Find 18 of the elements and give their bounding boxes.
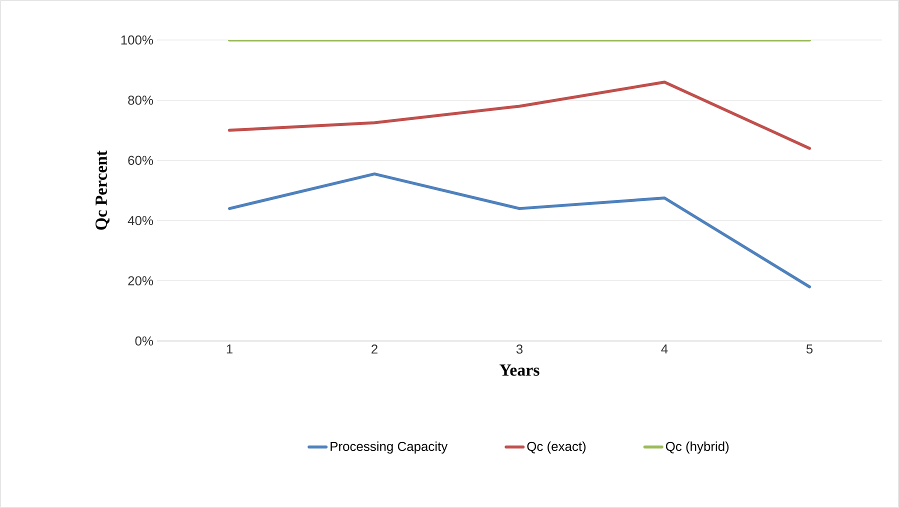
x-tick-label: 4 <box>661 344 668 354</box>
x-tick-label: 1 <box>226 344 232 354</box>
y-tick-label: 60% <box>128 156 154 165</box>
y-tick-label: 40% <box>128 216 154 226</box>
legend-label: Processing Capacity <box>330 442 448 454</box>
y-tick-label: 20% <box>128 276 154 286</box>
x-tick-label: 3 <box>516 344 523 354</box>
x-tick-label: 5 <box>806 344 813 354</box>
y-tick-label: 100% <box>121 35 154 45</box>
line-series <box>228 172 811 288</box>
legend-label: Qc (hybrid) <box>666 442 729 454</box>
line-series <box>228 80 811 150</box>
legend-label: Qc (exact) <box>527 442 586 454</box>
x-axis-title: Years <box>500 364 540 376</box>
y-axis-title: Qc Percent <box>96 150 110 230</box>
y-tick-label: 80% <box>128 96 154 105</box>
x-tick-label: 2 <box>372 344 378 354</box>
y-tick-label: 0% <box>135 336 154 346</box>
